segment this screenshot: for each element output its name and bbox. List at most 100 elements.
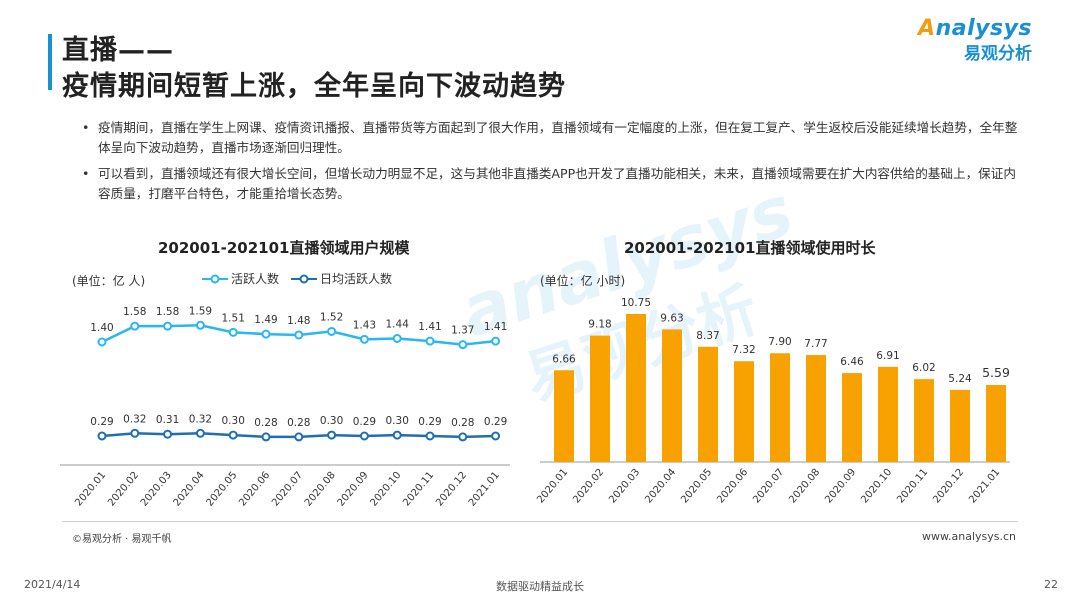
- bullet-dot: •: [82, 166, 90, 181]
- series-1-data-label: 1.59: [189, 305, 212, 317]
- series-2-data-label: 0.30: [386, 415, 409, 427]
- bar: [554, 370, 574, 462]
- x-tick-label: 2021.01: [967, 467, 1002, 506]
- bar: [590, 335, 610, 462]
- series-1-point: [228, 327, 238, 337]
- bar-data-label: 9.63: [660, 312, 683, 324]
- brand-logo: Analysys 易观分析: [918, 16, 1032, 64]
- footer-slogan: 数据驱动精益成长: [496, 580, 584, 593]
- series-1-point: [261, 329, 271, 339]
- bar: [950, 389, 970, 462]
- bar: [698, 346, 718, 462]
- line-chart-title: 202001-202101直播领域用户规模: [158, 239, 410, 257]
- series-1-point: [359, 334, 369, 344]
- series-2-data-label: 0.32: [123, 413, 146, 425]
- series-2-point: [294, 432, 304, 442]
- series-2-data-label: 0.28: [254, 417, 277, 429]
- series-2-point: [491, 431, 501, 441]
- series-2-data-label: 0.31: [156, 414, 179, 426]
- series-1-data-label: 1.51: [222, 312, 245, 324]
- bar-data-label: 6.91: [876, 350, 899, 362]
- series-2-point: [359, 431, 369, 441]
- x-tick-label: 2020.11: [401, 470, 436, 509]
- bar-chart-unit: (单位：亿 小时): [540, 274, 626, 288]
- bar-data-label: 9.18: [588, 319, 611, 331]
- logo-chinese: 易观分析: [964, 44, 1032, 64]
- bar: [986, 385, 1006, 462]
- legend-label-active: 活跃人数: [231, 272, 280, 286]
- series-2-point: [327, 430, 337, 440]
- bar-data-label: 7.90: [768, 336, 791, 348]
- legend-swatch-daily: [291, 274, 318, 283]
- x-tick-label: 2020.09: [336, 470, 371, 509]
- series-2-data-label: 0.29: [90, 416, 113, 428]
- series-1-point: [97, 337, 107, 347]
- logo-wordmark: Analysys: [918, 16, 1032, 41]
- x-tick-label: 2020.11: [895, 467, 930, 506]
- series-1-data-label: 1.40: [90, 322, 113, 334]
- series-2-data-label: 0.29: [353, 416, 376, 428]
- x-tick-label: 2020.02: [571, 467, 606, 506]
- series-2-point: [97, 431, 107, 441]
- bar-chart: 6.66 2020.01 9.18 2020.02 10.75 2020.03 9.63 20…: [535, 297, 1010, 506]
- line-chart: 1.40 1.58 1.58 1.59 1.51 1.49 1.48 1.52 1.43 1.44…: [60, 305, 510, 509]
- series-1-point: [294, 330, 304, 340]
- bar-data-label: 7.77: [804, 338, 827, 350]
- bar-data-label: 6.02: [912, 362, 935, 374]
- line-chart-unit: (单位：亿 人): [72, 274, 146, 288]
- line-chart-legend: 活跃人数 日均活跃人数: [202, 270, 392, 287]
- series-2-point: [261, 432, 271, 442]
- series-1-point: [130, 321, 140, 331]
- series-2-data-label: 0.28: [287, 417, 310, 429]
- bar: [842, 373, 862, 462]
- bullet-item: • 疫情期间，直播在学生上网课、疫情资讯播报、直播带货等方面起到了很大作用，直播…: [80, 118, 1020, 158]
- footer-divider: [62, 521, 1018, 522]
- bar: [806, 355, 826, 462]
- x-tick-label: 2020.07: [270, 470, 305, 509]
- x-tick-label: 2020.08: [303, 470, 338, 509]
- legend-item-active: 活跃人数: [202, 270, 279, 287]
- bar: [626, 314, 646, 462]
- bar: [734, 361, 754, 462]
- series-1-data-label: 1.48: [287, 315, 310, 327]
- x-tick-label: 2020.02: [106, 470, 141, 509]
- series-1-data-label: 1.52: [320, 311, 343, 323]
- x-tick-label: 2020.01: [73, 470, 108, 509]
- series-2-point: [458, 432, 468, 442]
- series-2-data-label: 0.30: [222, 415, 245, 427]
- series-1-data-label: 1.49: [254, 314, 277, 326]
- bar-data-label: 7.32: [732, 344, 755, 356]
- x-tick-label: 2020.06: [715, 467, 750, 506]
- page-number: 22: [1044, 578, 1058, 591]
- bar-data-label: 6.66: [552, 353, 576, 365]
- series-2-data-label: 0.28: [451, 417, 474, 429]
- legend-swatch-active: [202, 274, 228, 283]
- series-2-data-label: 0.29: [484, 416, 507, 428]
- series-2-point: [228, 430, 238, 440]
- series-2-data-label: 0.30: [320, 415, 343, 427]
- series-1-point: [392, 333, 402, 343]
- legend-item-daily: 日均活跃人数: [291, 270, 392, 287]
- bullet-text: 可以看到，直播领域还有很大增长空间，但增长动力明显不足，这与其他非直播类APP也…: [98, 166, 1016, 201]
- x-tick-label: 2021.01: [467, 470, 502, 509]
- bar-data-label: 5.59: [982, 365, 1010, 380]
- x-tick-label: 2020.04: [643, 467, 678, 506]
- website-link[interactable]: www.analysys.cn: [922, 530, 1016, 543]
- bullet-list: • 疫情期间，直播在学生上网课、疫情资讯播报、直播带货等方面起到了很大作用，直播…: [80, 118, 1020, 210]
- bar: [914, 379, 934, 462]
- x-tick-label: 2020.10: [368, 470, 403, 509]
- bar: [878, 366, 898, 462]
- bar-data-label: 10.75: [621, 297, 651, 309]
- series-1-point: [458, 340, 468, 350]
- source-note: ©易观分析 · 易观千帆: [72, 534, 172, 545]
- legend-label-daily: 日均活跃人数: [320, 272, 393, 286]
- series-1-point: [425, 336, 435, 346]
- bar-data-label: 6.46: [840, 356, 864, 368]
- x-tick-label: 2020.10: [859, 467, 894, 506]
- series-2-point: [392, 430, 402, 440]
- series-2-data-label: 0.29: [418, 416, 441, 428]
- x-tick-label: 2020.07: [751, 467, 786, 506]
- bullet-dot: •: [82, 120, 90, 135]
- series-2-point: [425, 431, 435, 441]
- series-1-data-label: 1.58: [156, 306, 179, 318]
